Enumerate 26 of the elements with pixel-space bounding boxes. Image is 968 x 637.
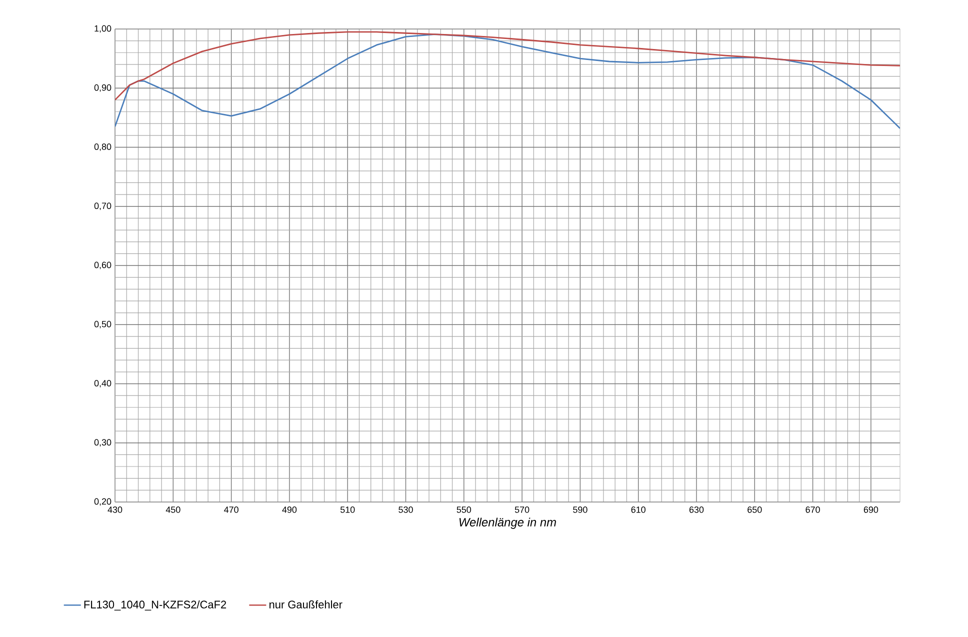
x-tick-label: 470 (224, 506, 238, 513)
x-tick-label: 670 (806, 506, 820, 513)
legend-label: nur Gaußfehler (270, 600, 342, 608)
x-tick-label: 690 (864, 506, 878, 513)
x-tick-label: 490 (282, 506, 297, 513)
x-tick-label: 450 (166, 506, 180, 513)
x-tick-label: 510 (340, 506, 355, 513)
x-tick-label: 550 (456, 506, 472, 513)
x-tick-label: 570 (514, 506, 530, 513)
x-axis-title: Wellenlänge in nm (459, 518, 556, 529)
y-tick-label: 0,50 (94, 320, 112, 328)
x-tick-label: 530 (398, 506, 413, 513)
legend-label: FL130_1040_N-KZFS2/CaF2 (84, 600, 226, 610)
y-tick-label: 0,40 (94, 380, 112, 388)
y-tick-label: 0,20 (94, 498, 112, 506)
y-tick-label: 0,60 (94, 262, 112, 270)
y-tick-label: 0,30 (94, 439, 112, 447)
x-tick-label: 650 (748, 506, 762, 513)
x-tick-label: 610 (631, 506, 646, 513)
y-tick-label: 0,90 (94, 84, 112, 92)
x-tick-label: 630 (689, 506, 704, 513)
x-tick-label: 590 (573, 506, 588, 513)
y-tick-label: 0,70 (94, 202, 112, 210)
y-tick-label: 0,80 (94, 144, 112, 151)
y-tick-label: 1,00 (94, 25, 112, 33)
x-tick-label: 430 (108, 506, 122, 513)
